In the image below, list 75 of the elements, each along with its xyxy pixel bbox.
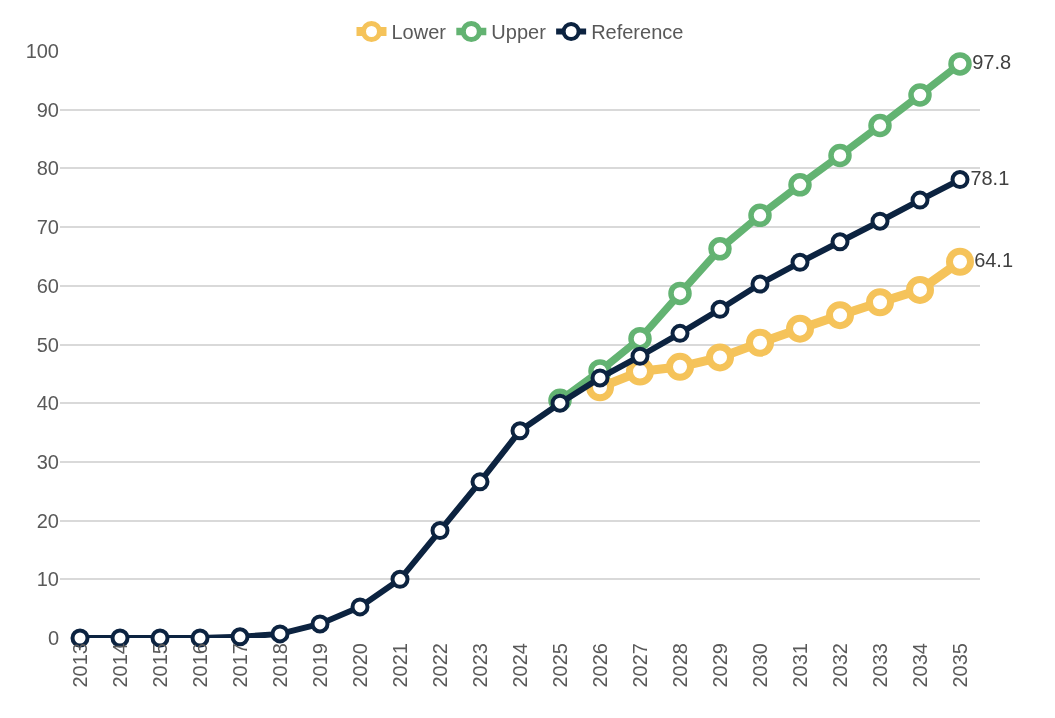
data-label: 97.8 [972,50,1012,73]
x-tick-label: 2027 [628,643,651,688]
x-tick-label: 2019 [308,643,331,688]
x-tick-label: 2034 [908,643,931,688]
point [310,614,330,634]
x-tick-label: 2018 [268,643,291,688]
point [950,170,970,190]
legend-label: Upper [491,21,547,44]
x-tick-label: 2032 [828,643,851,688]
point [748,203,772,228]
legend-label: Lower [391,21,447,44]
x-tick-label: 2029 [708,643,731,688]
data-label: 78.1 [970,166,1010,189]
y-tick-label: 10 [36,568,59,591]
point [706,343,734,372]
point [670,323,690,343]
point [270,624,290,644]
x-tick-label: 2016 [188,643,211,688]
y-tick-label: 0 [47,627,59,649]
x-tick-label: 2024 [508,643,531,688]
point [630,346,650,366]
point [390,569,410,589]
point [826,301,854,330]
y-tick-label: 40 [36,392,59,415]
point [908,83,932,107]
point [910,190,930,210]
x-tick-label: 2014 [108,643,131,688]
point [590,368,610,388]
x-tick-label: 2023 [468,643,491,688]
point [550,393,570,413]
point [948,52,972,76]
point [710,299,730,319]
x-tick-label: 2031 [788,643,811,688]
x-tick-label: 2025 [548,643,571,688]
point [830,232,850,252]
point [788,173,812,197]
y-tick-label: 70 [36,216,59,239]
x-tick-label: 2015 [148,643,171,688]
point [470,472,490,492]
x-tick-label: 2026 [588,643,611,688]
point [628,326,652,351]
x-tick-label: 2020 [348,643,371,688]
point [750,274,770,294]
y-tick-label: 60 [36,274,59,297]
y-tick-label: 100 [25,40,59,62]
y-tick-label: 20 [36,509,59,532]
x-tick-label: 2022 [428,643,451,688]
x-tick-label: 2030 [748,643,771,688]
point [828,143,852,168]
point [668,281,692,306]
y-tick-label: 90 [36,98,59,121]
y-tick-label: 80 [36,157,59,180]
point [870,211,890,231]
x-tick-label: 2021 [388,643,411,688]
point [510,421,530,441]
point [868,113,892,138]
point [666,352,694,381]
point [430,521,450,541]
data-label: 64.1 [974,248,1014,271]
point [708,237,732,261]
y-tick-label: 50 [36,333,59,356]
x-tick-label: 2033 [868,643,891,688]
x-tick-label: 2017 [228,643,251,688]
point [906,275,934,304]
point [866,288,894,317]
x-tick-label: 2013 [68,643,91,688]
point [790,252,810,272]
point [350,597,370,617]
point [786,314,814,343]
point [946,247,974,276]
y-tick-label: 30 [36,450,59,473]
point [746,328,774,357]
legend-label: Reference [591,21,684,44]
x-tick-label: 2035 [948,643,971,688]
x-tick-label: 2028 [668,643,691,688]
